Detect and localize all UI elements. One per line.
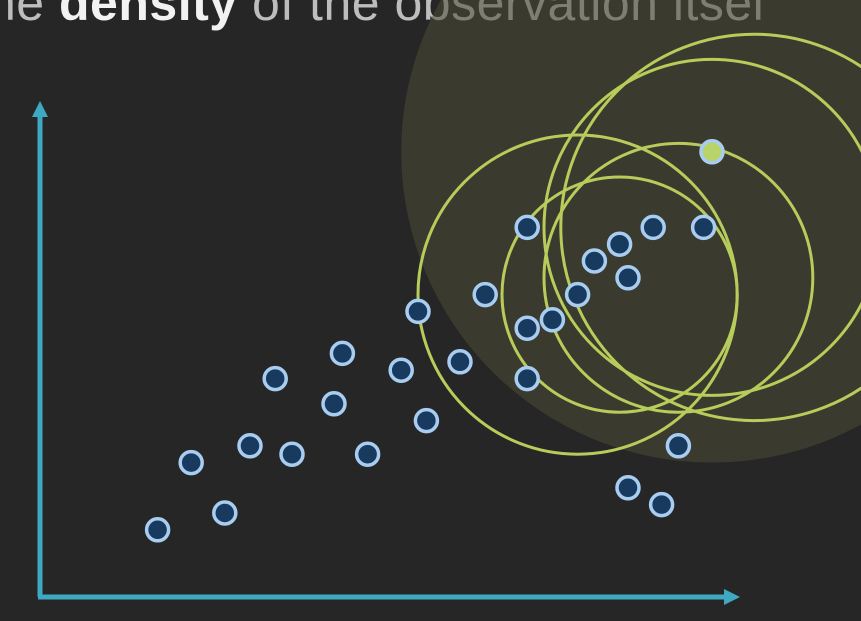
x-axis-arrow-icon xyxy=(724,589,740,605)
data-point xyxy=(640,214,666,241)
data-point xyxy=(581,248,608,274)
data-point xyxy=(447,349,473,375)
data-point xyxy=(212,500,238,526)
data-point xyxy=(237,433,263,459)
data-point xyxy=(279,441,305,467)
neighborhood-circles xyxy=(416,32,861,456)
density-halo xyxy=(401,0,861,463)
neighborhood-circle xyxy=(559,32,861,423)
data-point xyxy=(514,315,540,341)
data-point xyxy=(413,407,440,434)
data-point xyxy=(321,391,347,417)
data-point xyxy=(354,441,381,467)
data-point xyxy=(615,475,641,501)
data-points xyxy=(144,139,725,543)
data-point xyxy=(178,449,204,476)
data-point xyxy=(539,307,566,333)
data-point xyxy=(329,340,356,367)
caption-text-bold: density xyxy=(59,0,238,31)
data-point xyxy=(144,517,171,543)
data-point xyxy=(648,491,675,518)
target-point xyxy=(699,139,725,165)
data-point xyxy=(615,265,641,291)
neighborhood-circle xyxy=(542,141,815,414)
data-point xyxy=(514,214,540,241)
data-point xyxy=(606,231,633,257)
data-point xyxy=(388,357,414,383)
neighborhood-circle xyxy=(500,175,739,414)
data-point xyxy=(564,281,591,308)
caption-text-before: he xyxy=(0,0,45,31)
data-point xyxy=(690,214,717,241)
data-point xyxy=(405,298,431,325)
data-point xyxy=(514,365,540,392)
density-halo-layer xyxy=(401,0,861,463)
data-point xyxy=(665,433,692,459)
data-point xyxy=(472,281,498,308)
data-point xyxy=(262,365,288,392)
y-axis-arrow-icon xyxy=(32,101,48,117)
axes xyxy=(32,101,740,605)
neighborhood-circle xyxy=(542,57,861,397)
